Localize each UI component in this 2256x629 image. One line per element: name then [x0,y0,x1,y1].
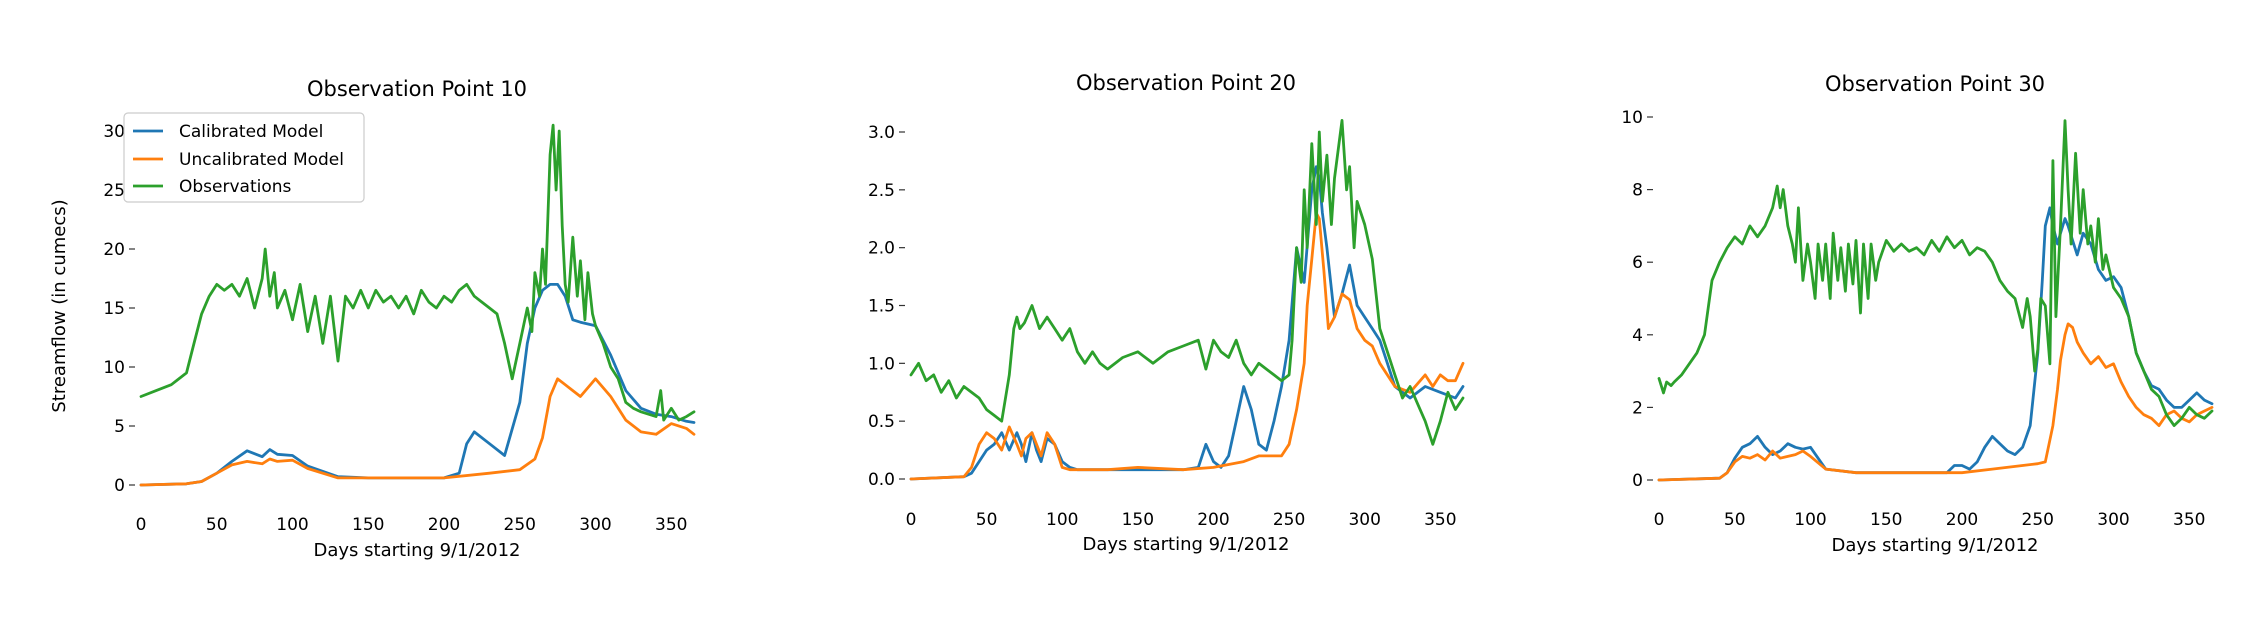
y-tick-label: 0 [114,476,125,496]
series-line-observations [139,123,696,422]
x-tick-label: 0 [136,515,147,535]
x-tick-label: 0 [1654,510,1665,530]
y-tick-label: 3.0 [868,123,895,143]
chart-title-2: Observation Point 20 [1076,71,1296,95]
y-tick-label: 1.0 [868,354,895,374]
x-axis-label-2: Days starting 9/1/2012 [1083,534,1290,555]
legend-box [123,112,365,203]
y-tick-label: 5 [114,417,125,437]
y-tick-label: 2.0 [868,239,895,259]
y-axis-label-1: Streamflow (in cumecs) [49,199,70,412]
x-tick-label: 300 [1348,510,1380,530]
y-tick-label: 0 [1632,471,1643,491]
x-tick-label: 0 [906,510,917,530]
y-tick-label: 0.5 [868,412,895,432]
y-tick-label: 25 [103,181,125,201]
x-tick-label: 100 [276,515,308,535]
y-tick-label: 30 [103,122,125,142]
panel-1: Observation Point 10 Streamflow (in cume… [49,77,696,561]
x-tick-label: 200 [1946,510,1978,530]
x-tick-label: 100 [1794,510,1826,530]
y-tick-label: 15 [103,299,125,319]
x-tick-label: 300 [2097,510,2129,530]
x-tick-label: 250 [2022,510,2054,530]
x-axis-label-3: Days starting 9/1/2012 [1832,535,2039,556]
y-tick-label: 4 [1632,326,1643,346]
chart-title-1: Observation Point 10 [307,77,527,101]
series-line-observations [1657,119,2214,428]
series-line-calibrated-model [1657,206,2214,482]
legend: Calibrated Model Uncalibrated Model Obse… [123,112,365,203]
series-line-calibrated-model [909,165,1465,481]
y-tick-label: 0.0 [868,470,895,490]
x-tick-label: 300 [579,515,611,535]
y-tick-label: 10 [1621,108,1643,128]
x-tick-label: 50 [976,510,998,530]
x-tick-label: 350 [655,515,687,535]
series-line-observations [909,119,1465,446]
panel-3: Observation Point 30 Days starting 9/1/2… [1621,72,2214,556]
y-tick-label: 8 [1632,181,1643,201]
series-line-uncalibrated-model [139,377,696,487]
y-tick-label: 1.5 [868,297,895,317]
x-tick-label: 150 [1870,510,1902,530]
y-tick-label: 20 [103,240,125,260]
x-tick-label: 200 [1197,510,1229,530]
panel-2: Observation Point 20 Days starting 9/1/2… [868,71,1465,555]
x-tick-label: 350 [2173,510,2205,530]
legend-label-observations: Observations [179,177,292,197]
x-tick-label: 50 [206,515,228,535]
x-tick-label: 200 [428,515,460,535]
x-tick-label: 150 [1122,510,1154,530]
y-tick-label: 10 [103,358,125,378]
series-line-uncalibrated-model [909,211,1465,481]
y-tick-label: 6 [1632,253,1643,273]
x-tick-label: 100 [1046,510,1078,530]
x-tick-label: 350 [1424,510,1456,530]
legend-label-uncalibrated: Uncalibrated Model [179,150,344,170]
chart-title-3: Observation Point 30 [1825,72,2045,96]
legend-label-calibrated: Calibrated Model [179,122,323,142]
x-tick-label: 150 [352,515,384,535]
x-tick-label: 250 [1273,510,1305,530]
series-line-uncalibrated-model [1657,322,2214,482]
y-tick-label: 2.5 [868,181,895,201]
x-tick-label: 50 [1724,510,1746,530]
x-axis-label-1: Days starting 9/1/2012 [314,540,521,561]
series-line-calibrated-model [139,282,696,487]
x-tick-label: 250 [504,515,536,535]
y-tick-label: 2 [1632,398,1643,418]
